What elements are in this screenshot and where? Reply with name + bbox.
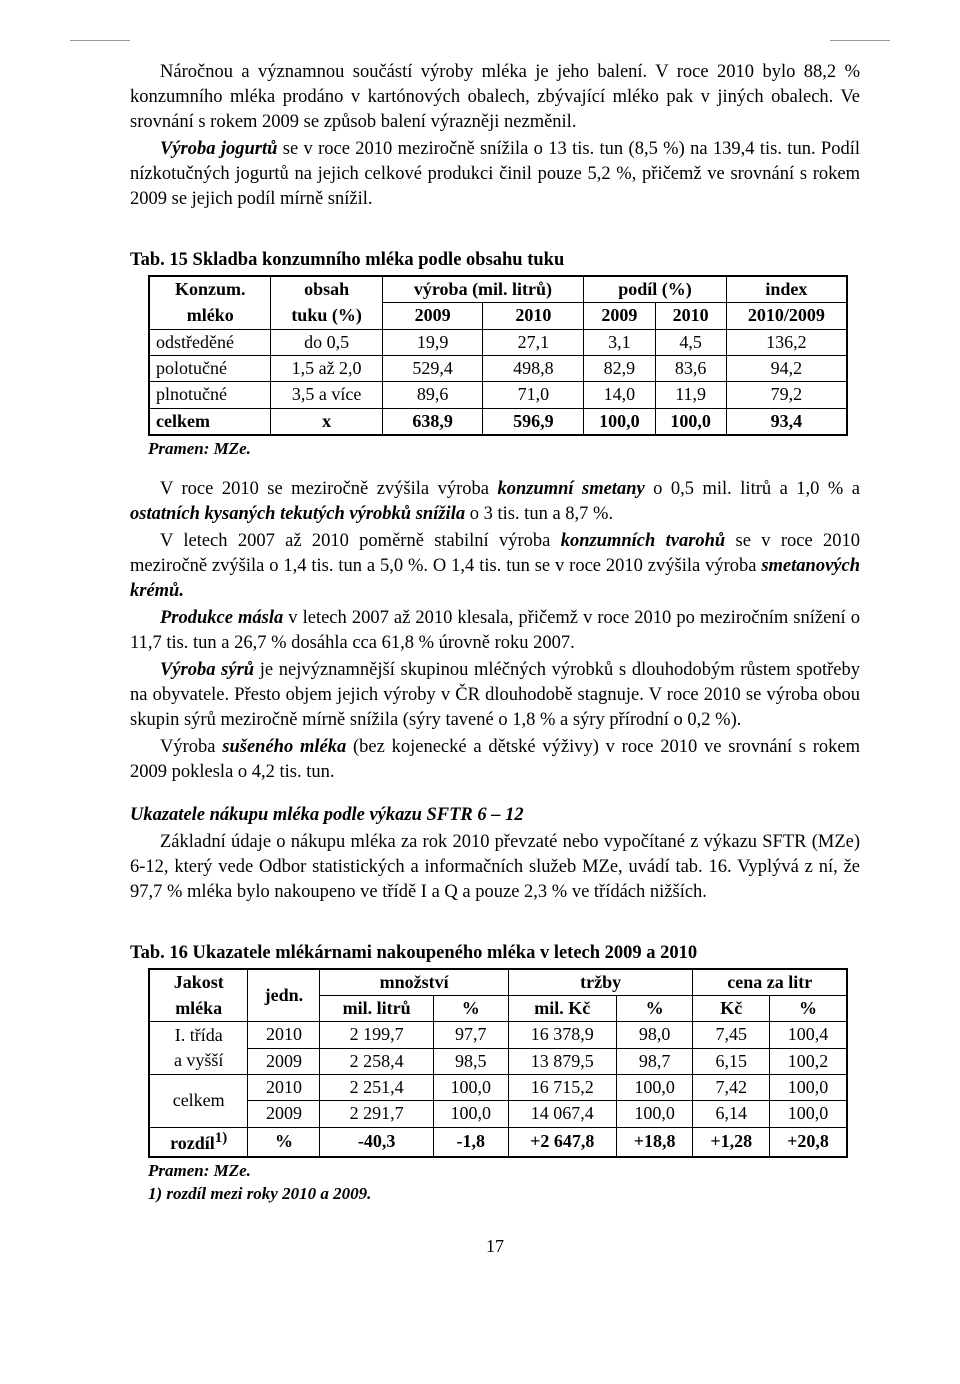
table-15: Konzum. obsah výroba (mil. litrů) podíl …	[148, 275, 848, 436]
table-15-title: Tab. 15 Skladba konzumního mléka podle o…	[130, 248, 860, 273]
source-15: Pramen: MZe.	[148, 438, 860, 461]
t15-h-2009b: 2009	[584, 303, 655, 329]
header-rule-right	[830, 40, 890, 41]
t15-h-2009a: 2009	[382, 303, 483, 329]
t16-row-0: I. třída 2010 2 199,7 97,7 16 378,9 98,0…	[149, 1022, 847, 1048]
header-rule-left	[70, 40, 130, 41]
t16-row-2: celkem 2010 2 251,4 100,0 16 715,2 100,0…	[149, 1075, 847, 1101]
t16-h-jedn: jedn.	[248, 969, 320, 1022]
t15-h-2010a: 2010	[483, 303, 584, 329]
t16-row-1: a vyšší 2009 2 258,4 98,5 13 879,5 98,7 …	[149, 1048, 847, 1074]
t15-h-tuku: tuku (%)	[271, 303, 382, 329]
paragraph-3: V roce 2010 se meziročně zvýšila výroba …	[130, 477, 860, 527]
emph-tvarohu: konzumních tvarohů	[561, 531, 726, 551]
t16-row-3: 2009 2 291,7 100,0 14 067,4 100,0 6,14 1…	[149, 1101, 847, 1127]
t16-h-mleka: mléka	[149, 995, 248, 1021]
subheading-ukazatele: Ukazatele nákupu mléka podle výkazu SFTR…	[130, 803, 860, 828]
t15-row-0: odstředěné do 0,5 19,9 27,1 3,1 4,5 136,…	[149, 329, 847, 355]
t16-h-milkc: mil. Kč	[508, 995, 616, 1021]
t16-h-kc: Kč	[693, 995, 770, 1021]
emph-smetana: konzumní smetany	[497, 479, 644, 499]
t16-h-cena: cena za litr	[693, 969, 847, 996]
emph-maslo: Produkce másla	[160, 608, 283, 628]
t15-h-2010b: 2010	[655, 303, 726, 329]
t16-h-pct2: %	[616, 995, 693, 1021]
t16-h-jakost: Jakost	[149, 969, 248, 996]
t15-h-obsah: obsah	[271, 276, 382, 303]
emph-suseneho: sušeného mléka	[222, 737, 346, 757]
emph-yogurt: Výroba jogurtů	[160, 139, 277, 159]
t16-h-pct1: %	[433, 995, 508, 1021]
t15-h-index: index	[726, 276, 847, 303]
paragraph-7: Výroba sušeného mléka (bez kojenecké a d…	[130, 735, 860, 785]
footnote-1: 1) rozdíl mezi roky 2010 a 2009.	[148, 1183, 860, 1206]
page-content: Náročnou a významnou součástí výroby mlé…	[0, 0, 960, 1298]
t15-h-index2: 2010/2009	[726, 303, 847, 329]
t16-h-pct3: %	[770, 995, 847, 1021]
t15-h-konzum: Konzum.	[149, 276, 271, 303]
t15-row-2: plnotučné 3,5 a více 89,6 71,0 14,0 11,9…	[149, 382, 847, 408]
paragraph-2: Výroba jogurtů se v roce 2010 meziročně …	[130, 137, 860, 212]
page-number: 17	[130, 1234, 860, 1258]
t16-h-mill: mil. litrů	[320, 995, 433, 1021]
t16-h-qty: množství	[320, 969, 508, 996]
t15-row-total: celkem x 638,9 596,9 100,0 100,0 93,4	[149, 408, 847, 435]
emph-kysanych: ostatních kysaných tekutých výrobků sníž…	[130, 504, 465, 524]
t15-h-vyroba: výroba (mil. litrů)	[382, 276, 583, 303]
table-16: Jakost jedn. množství tržby cena za litr…	[148, 968, 848, 1159]
source-16: Pramen: MZe.	[148, 1160, 860, 1183]
paragraph-6: Výroba sýrů je nejvýznamnější skupinou m…	[130, 658, 860, 733]
paragraph-8: Základní údaje o nákupu mléka za rok 201…	[130, 830, 860, 905]
emph-syru: Výroba sýrů	[160, 660, 254, 680]
table-16-title: Tab. 16 Ukazatele mlékárnami nakoupeného…	[130, 941, 860, 966]
t16-row-diff: rozdíl1) % -40,3 -1,8 +2 647,8 +18,8 +1,…	[149, 1127, 847, 1157]
paragraph-4: V letech 2007 až 2010 poměrně stabilní v…	[130, 529, 860, 604]
t15-row-1: polotučné 1,5 až 2,0 529,4 498,8 82,9 83…	[149, 355, 847, 381]
t15-h-mleko: mléko	[149, 303, 271, 329]
t15-h-podil: podíl (%)	[584, 276, 727, 303]
paragraph-1: Náročnou a významnou součástí výroby mlé…	[130, 60, 860, 135]
paragraph-5: Produkce másla v letech 2007 až 2010 kle…	[130, 606, 860, 656]
t16-h-trzby: tržby	[508, 969, 693, 996]
